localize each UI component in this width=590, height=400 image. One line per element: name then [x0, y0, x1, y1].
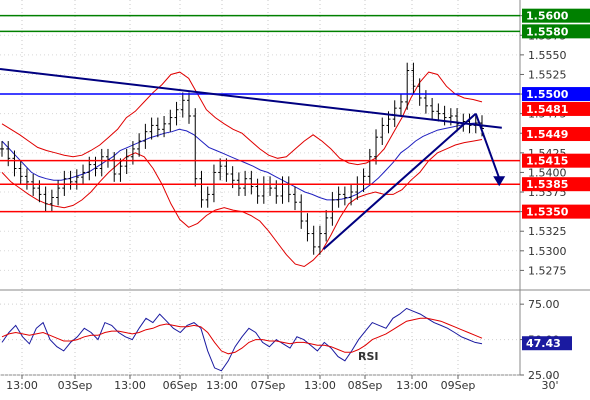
level-tag-label: 1.5500 — [526, 88, 569, 101]
y-tick-label: 1.5300 — [528, 245, 567, 258]
rsi-title: RSI — [358, 350, 379, 363]
price-tag-label: 1.5481 — [526, 103, 568, 116]
y-tick-label: 1.5325 — [528, 225, 567, 238]
y-tick-label: 1.5525 — [528, 68, 567, 81]
price-tag-bg — [522, 127, 590, 142]
rsi-tick-label: 75.00 — [528, 298, 560, 311]
rsi-line — [1, 307, 483, 372]
forecast-arrow-line — [474, 113, 501, 179]
x-tick-label: 13:00 — [304, 379, 336, 392]
level-tag-bg — [522, 177, 590, 192]
rsi-signal-line — [1, 317, 483, 355]
level-tag-bg — [522, 8, 590, 23]
x-tick-label: 07Sep — [251, 379, 286, 392]
level-tag-label: 1.5385 — [526, 178, 568, 191]
x-tick-label: 13:00 — [6, 379, 38, 392]
bollinger-upper-line — [1, 71, 483, 166]
rsi-value-tag-label: 47.43 — [526, 337, 561, 350]
moving-average-line — [1, 122, 482, 201]
price-tag-label: 1.5449 — [526, 128, 568, 141]
level-tag-bg — [522, 87, 590, 102]
bollinger-lower-line — [1, 139, 483, 268]
price-tag-bg — [522, 101, 590, 116]
trendline — [0, 67, 502, 129]
rsi-tick-label: 25.00 — [528, 369, 560, 382]
x-tick-label: 09Sep — [441, 379, 476, 392]
x-tick-label: 03Sep — [58, 379, 93, 392]
x-tick-label: 30' — [541, 379, 558, 392]
y-tick-label: 1.5275 — [528, 264, 567, 277]
level-tag-bg — [522, 153, 590, 168]
trendline — [322, 112, 477, 250]
x-tick-label: 08Sep — [348, 379, 383, 392]
x-tick-label: 13:00 — [114, 379, 146, 392]
x-tick-label: 13:00 — [206, 379, 238, 392]
level-tag-label: 1.5580 — [526, 25, 569, 38]
y-tick-label: 1.5400 — [528, 166, 567, 179]
rsi-value-tag-bg — [522, 336, 572, 351]
level-tag-label: 1.5600 — [526, 10, 569, 23]
level-tag-label: 1.5415 — [526, 155, 568, 168]
forecast-arrow-head — [493, 176, 506, 187]
y-tick-label: 1.5550 — [528, 49, 567, 62]
level-tag-label: 1.5350 — [526, 206, 569, 219]
level-tag-bg — [522, 24, 590, 39]
x-tick-label: 13:00 — [396, 379, 428, 392]
level-tag-bg — [522, 204, 590, 219]
x-tick-label: 06Sep — [163, 379, 198, 392]
